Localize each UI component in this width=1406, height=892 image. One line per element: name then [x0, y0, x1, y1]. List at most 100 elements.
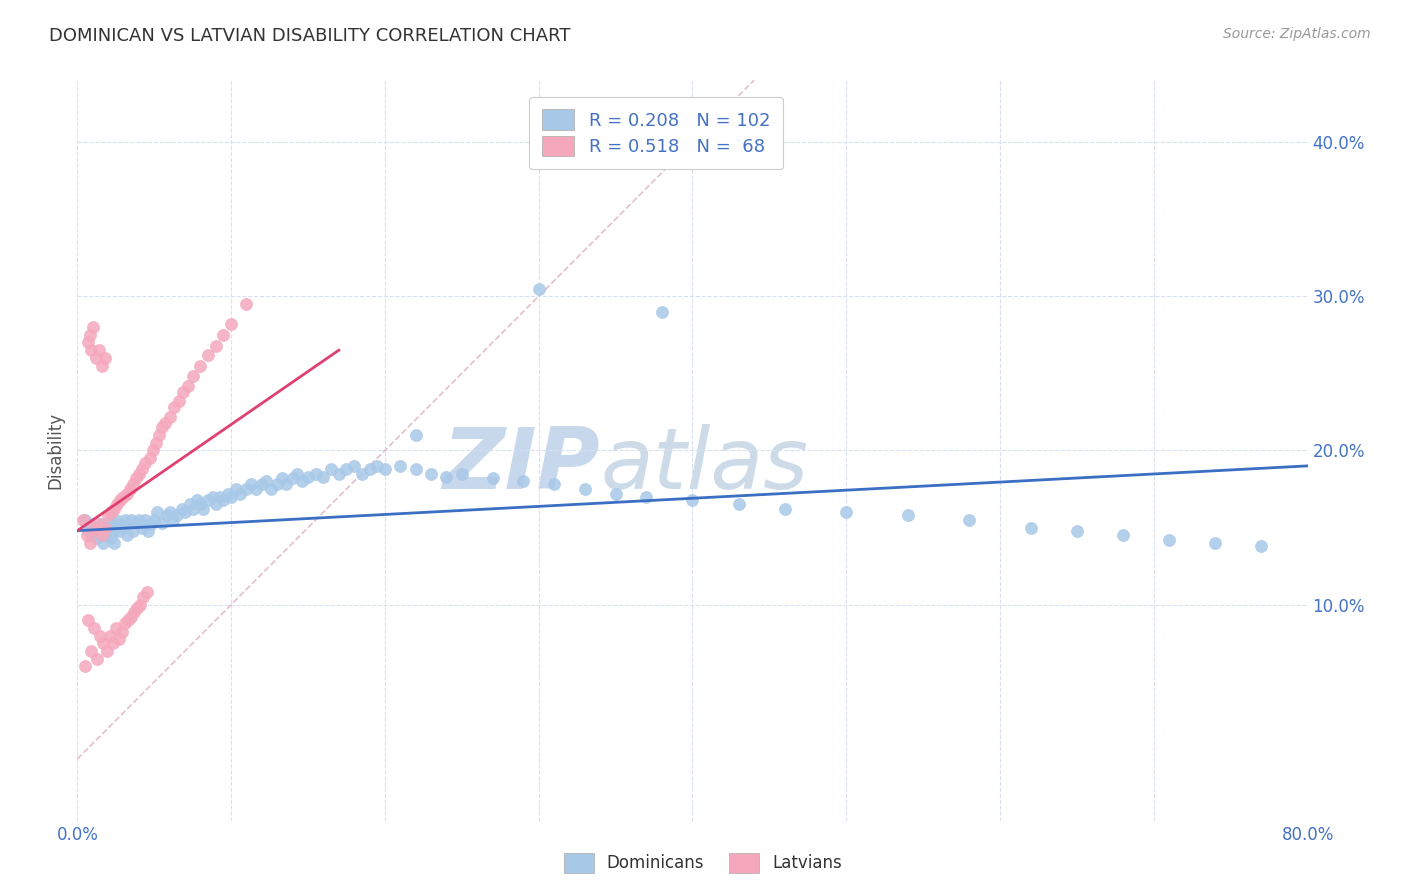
Point	[80, 644, 103, 658]
Point	[188, 498, 212, 512]
Point	[229, 486, 252, 500]
Point	[162, 513, 184, 527]
Point	[121, 524, 143, 538]
Point	[256, 475, 278, 489]
Point	[328, 467, 350, 481]
Point	[219, 317, 242, 331]
Point	[527, 281, 550, 295]
Point	[543, 477, 565, 491]
Point	[305, 467, 328, 481]
Point	[77, 335, 100, 350]
Point	[120, 610, 142, 624]
Point	[405, 428, 427, 442]
Text: atlas: atlas	[600, 424, 808, 507]
Point	[481, 471, 503, 485]
Point	[86, 651, 108, 665]
Point	[82, 520, 104, 534]
Point	[111, 625, 134, 640]
Point	[77, 524, 100, 538]
Point	[84, 520, 107, 534]
Point	[125, 471, 148, 485]
Point	[153, 416, 176, 430]
Point	[90, 359, 114, 373]
Point	[405, 462, 427, 476]
Point	[1066, 524, 1088, 538]
Point	[148, 428, 170, 442]
Point	[636, 490, 658, 504]
Point	[97, 508, 120, 523]
Point	[120, 513, 142, 527]
Y-axis label: Disability: Disability	[46, 412, 65, 489]
Legend: Dominicans, Latvians: Dominicans, Latvians	[557, 847, 849, 880]
Point	[235, 482, 257, 496]
Point	[94, 351, 117, 365]
Point	[90, 517, 114, 532]
Point	[114, 513, 136, 527]
Point	[1204, 536, 1226, 550]
Point	[101, 636, 124, 650]
Point	[319, 462, 342, 476]
Point	[98, 513, 121, 527]
Point	[98, 628, 121, 642]
Point	[204, 338, 226, 352]
Point	[121, 477, 143, 491]
Point	[89, 524, 111, 538]
Point	[281, 471, 304, 485]
Point	[73, 513, 96, 527]
Point	[125, 516, 148, 530]
Point	[270, 471, 292, 485]
Point	[651, 304, 673, 318]
Point	[100, 505, 122, 519]
Text: Source: ZipAtlas.com: Source: ZipAtlas.com	[1223, 27, 1371, 41]
Point	[103, 536, 125, 550]
Point	[420, 467, 443, 481]
Point	[260, 482, 283, 496]
Point	[89, 628, 111, 642]
Point	[108, 632, 131, 646]
Point	[197, 348, 219, 362]
Point	[94, 528, 117, 542]
Point	[112, 520, 135, 534]
Point	[134, 513, 156, 527]
Point	[96, 644, 118, 658]
Point	[312, 469, 335, 483]
Point	[155, 508, 177, 523]
Point	[835, 505, 858, 519]
Point	[142, 443, 165, 458]
Point	[212, 492, 235, 507]
Point	[266, 477, 288, 491]
Point	[212, 327, 235, 342]
Point	[141, 517, 163, 532]
Point	[136, 524, 159, 538]
Point	[181, 502, 204, 516]
Point	[291, 475, 314, 489]
Point	[163, 401, 186, 415]
Point	[72, 513, 94, 527]
Point	[276, 477, 298, 491]
Point	[128, 467, 150, 481]
Point	[79, 536, 101, 550]
Point	[115, 486, 138, 500]
Point	[174, 505, 197, 519]
Point	[350, 467, 373, 481]
Point	[73, 659, 96, 673]
Point	[108, 524, 131, 538]
Point	[172, 384, 194, 399]
Point	[104, 513, 127, 527]
Point	[1019, 520, 1042, 534]
Point	[87, 517, 110, 532]
Point	[112, 490, 135, 504]
Point	[82, 528, 104, 542]
Point	[605, 486, 627, 500]
Point	[201, 490, 224, 504]
Point	[773, 502, 796, 516]
Point	[285, 467, 308, 481]
Point	[93, 636, 115, 650]
Point	[84, 351, 107, 365]
Point	[117, 517, 139, 532]
Point	[101, 524, 124, 538]
Point	[114, 616, 136, 631]
Point	[100, 532, 122, 546]
Point	[86, 532, 108, 546]
Point	[159, 409, 181, 424]
